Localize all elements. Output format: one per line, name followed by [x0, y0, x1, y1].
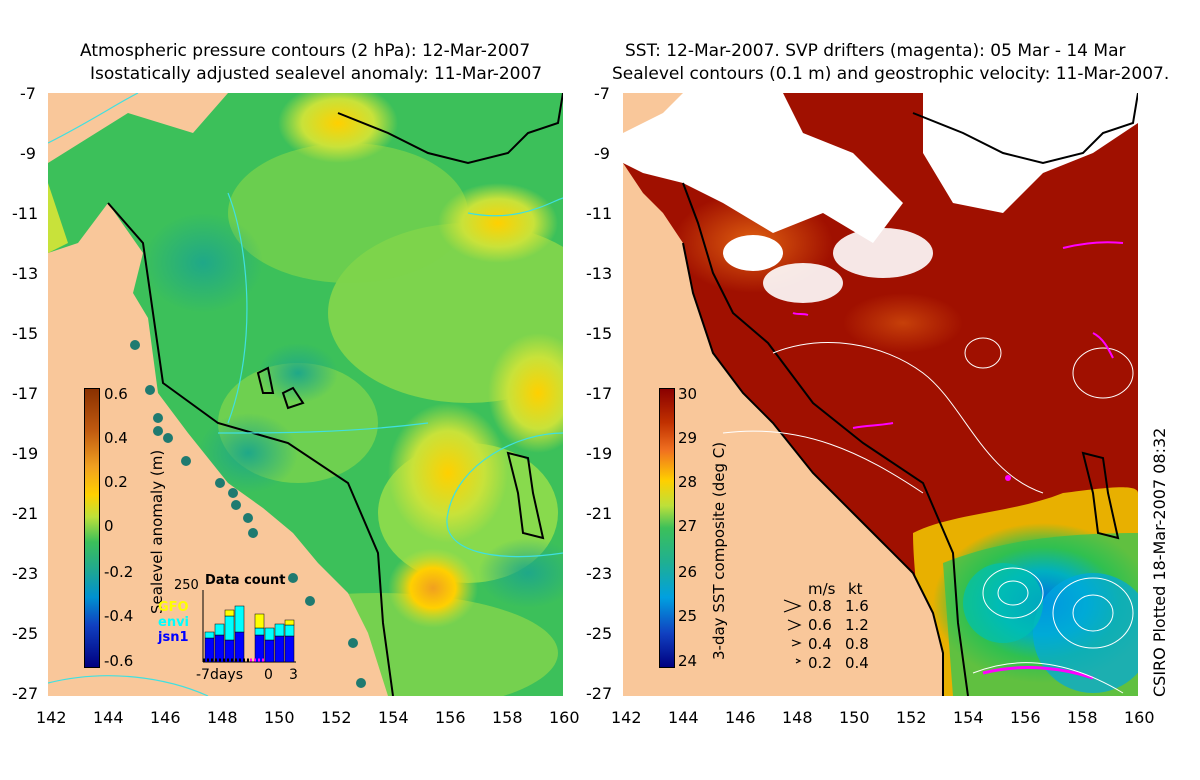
y-tick: -27 [12, 684, 39, 703]
x-tick: 158 [1067, 708, 1098, 727]
y-tick: -7 [594, 84, 610, 103]
y-tick: -15 [12, 324, 39, 343]
colorbar-tick: 30 [678, 385, 698, 403]
y-tick: -25 [586, 624, 613, 643]
x-tick: 156 [1010, 708, 1041, 727]
x-tick: 150 [264, 708, 295, 727]
colorbar-tick: 0.2 [104, 473, 128, 491]
velocity-header-ms: m/s [808, 580, 836, 598]
x-tick: 150 [839, 708, 870, 727]
inset-x-label: -7days [196, 667, 244, 683]
y-tick: -9 [20, 144, 36, 163]
colorbar-label: 3-day SST composite (deg C) [710, 441, 728, 660]
inset-legend-gfo: GFO [158, 600, 189, 615]
x-tick: 152 [321, 708, 352, 727]
colorbar-tick: -0.4 [104, 607, 134, 625]
velocity-ms: 0.4 [808, 635, 832, 653]
inset-ymax: 250 [174, 578, 199, 593]
velocity-kt: 1.6 [845, 597, 869, 615]
y-tick: -13 [12, 264, 39, 283]
x-tick: 146 [725, 708, 756, 727]
y-tick: -7 [20, 84, 36, 103]
x-tick: 158 [492, 708, 523, 727]
plotted-stamp: CSIRO Plotted 18-Mar-2007 08:32 [1150, 427, 1169, 697]
colorbar-tick: 26 [678, 563, 698, 581]
colorbar-tick: 29 [678, 429, 698, 447]
colorbar-tick: 24 [678, 652, 698, 670]
y-tick: -27 [586, 684, 613, 703]
inset-legend-jsn1: jsn1 [158, 630, 189, 645]
sealevel-colorbar [84, 388, 100, 668]
x-tick: 144 [93, 708, 124, 727]
x-tick: 160 [549, 708, 580, 727]
y-tick: -17 [586, 384, 613, 403]
velocity-arrows-icon [783, 599, 802, 664]
sealevel-anomaly-map [48, 93, 563, 696]
x-tick: 148 [782, 708, 813, 727]
sst-map-svg [623, 93, 1138, 696]
x-tick: 154 [378, 708, 409, 727]
y-tick: -19 [586, 444, 613, 463]
y-tick: -15 [586, 324, 613, 343]
colorbar-label: Sealevel anomaly (m) [148, 449, 166, 614]
sst-colorbar [659, 388, 675, 668]
x-tick: 146 [150, 708, 181, 727]
y-tick: -17 [12, 384, 39, 403]
inset-title: Data count [205, 573, 286, 588]
inset-legend-envi: envi [158, 615, 190, 630]
y-tick: -23 [12, 564, 39, 583]
velocity-kt: 1.2 [845, 616, 869, 634]
x-tick: 160 [1124, 708, 1155, 727]
x-tick: 142 [611, 708, 642, 727]
velocity-ms: 0.6 [808, 616, 832, 634]
velocity-kt: 0.8 [845, 635, 869, 653]
x-tick: 148 [207, 708, 238, 727]
velocity-ms: 0.8 [808, 597, 832, 615]
inset-data-count-chart [202, 590, 296, 663]
y-tick: -11 [12, 204, 39, 223]
left-title-line2: Isostatically adjusted sealevel anomaly:… [90, 64, 543, 84]
colorbar-tick: 28 [678, 473, 698, 491]
y-tick: -21 [12, 504, 39, 523]
colorbar-tick: -0.2 [104, 563, 134, 581]
velocity-kt: 0.4 [845, 654, 869, 672]
colorbar-tick: 27 [678, 517, 698, 535]
sealevel-anomaly-map-svg [48, 93, 563, 696]
x-tick: 152 [896, 708, 927, 727]
velocity-ms: 0.2 [808, 654, 832, 672]
x-tick: 156 [435, 708, 466, 727]
sst-map [623, 93, 1138, 696]
colorbar-tick: 0.4 [104, 429, 128, 447]
colorbar-tick: 0 [104, 517, 114, 535]
x-tick: 144 [668, 708, 699, 727]
left-title-line1: Atmospheric pressure contours (2 hPa): 1… [80, 41, 531, 61]
y-tick: -25 [12, 624, 39, 643]
x-tick: 142 [36, 708, 67, 727]
x-tick: 154 [953, 708, 984, 727]
y-tick: -21 [586, 504, 613, 523]
y-tick: -9 [594, 144, 610, 163]
colorbar-tick: 0.6 [104, 385, 128, 403]
y-tick: -13 [586, 264, 613, 283]
velocity-header-kt: kt [848, 580, 863, 598]
right-title-line2: Sealevel contours (0.1 m) and geostrophi… [612, 64, 1170, 84]
colorbar-tick: 25 [678, 607, 698, 625]
y-tick: -23 [586, 564, 613, 583]
colorbar-tick: -0.6 [104, 652, 134, 670]
y-tick: -11 [586, 204, 613, 223]
inset-x-label: 3 [289, 667, 298, 683]
inset-x-label: 0 [264, 667, 273, 683]
right-title-line1: SST: 12-Mar-2007. SVP drifters (magenta)… [625, 41, 1126, 61]
y-tick: -19 [12, 444, 39, 463]
